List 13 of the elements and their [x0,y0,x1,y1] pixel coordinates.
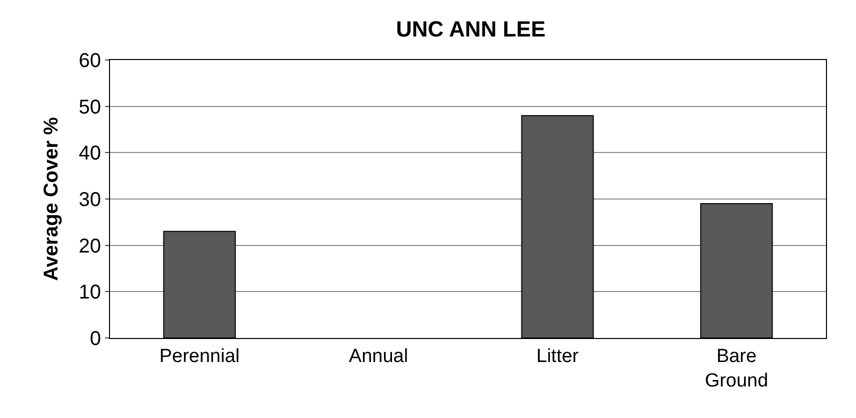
chart-title: UNC ANN LEE [396,16,546,42]
x-tick-label: Litter [536,346,580,367]
y-tick-label: 20 [78,235,101,258]
y-tick-label: 40 [78,142,101,165]
y-tick-label: 0 [90,328,101,350]
x-tick-label: Bare Ground [704,346,768,392]
y-tick-label: 50 [78,96,101,118]
x-tick-label: Annual [348,346,408,367]
x-tick-label: Perennial [159,346,240,367]
y-tick-label: 60 [78,50,101,72]
y-tick-label: 10 [78,282,101,304]
y-axis-title: Average Cover % [40,116,62,281]
y-tick-label: 30 [78,189,101,211]
